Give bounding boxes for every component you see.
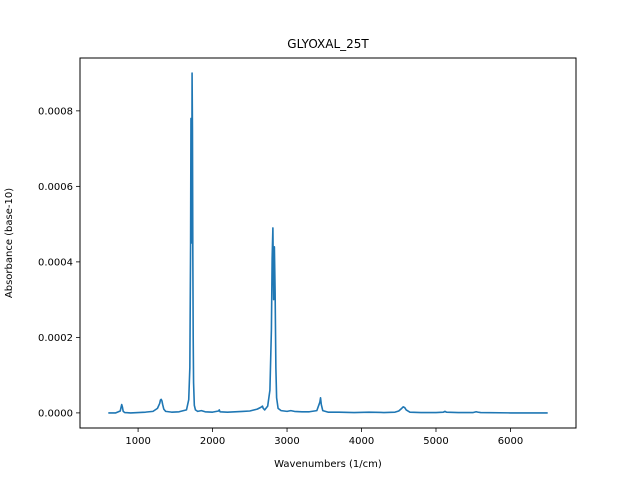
x-axis-label: Wavenumbers (1/cm): [274, 459, 382, 470]
y-axis-ticks: 0.0000 0.0002 0.0004 0.0006 0.0008: [38, 106, 80, 419]
x-tick-label: 3000: [274, 436, 299, 447]
plot-area: 1000 2000 3000 4000 5000 6000 0.00000.00020.0…: [38, 57, 577, 447]
x-tick-label: 5000: [423, 436, 448, 447]
x-tick-label: 2000: [200, 436, 225, 447]
chart-title: GLYOXAL_25T: [287, 37, 369, 51]
y-tick-label: 0.0000: [38, 408, 73, 419]
x-tick-label: 1000: [125, 436, 150, 447]
x-tick-label: 6000: [498, 436, 523, 447]
y-tick-label: 0.0002: [38, 333, 73, 344]
y-tick-label: 0.0008: [38, 106, 73, 117]
y-tick-label: 0.0006: [38, 182, 73, 193]
y-axis-label: Absorbance (base-10): [4, 188, 15, 298]
axes-frame: [79, 57, 577, 429]
x-axis-ticks: 1000 2000 3000 4000 5000 6000: [125, 428, 523, 447]
y-tick-label: 0.0004: [38, 257, 73, 268]
x-tick-label: 4000: [349, 436, 374, 447]
series-line: [108, 72, 548, 414]
